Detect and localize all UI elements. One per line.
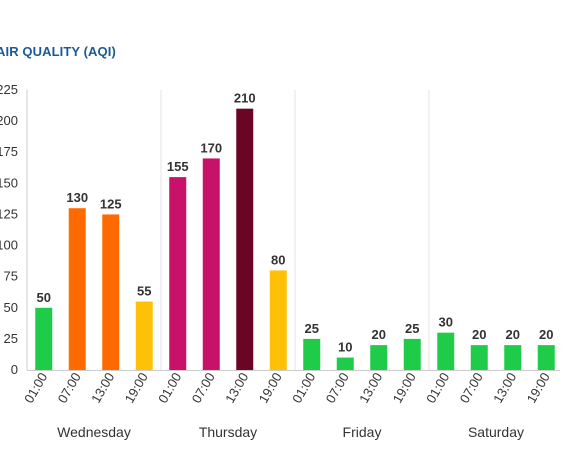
x-tick-label: 13:00 [222, 370, 251, 406]
data-label: 50 [37, 290, 51, 305]
bar [437, 332, 455, 370]
x-tick-label: 19:00 [256, 370, 285, 406]
data-label: 55 [137, 284, 151, 299]
data-label: 155 [167, 159, 189, 174]
bar [403, 338, 421, 370]
bar [370, 345, 388, 370]
data-label: 20 [539, 327, 553, 342]
bar [269, 270, 287, 370]
x-tick-label: 07:00 [55, 370, 84, 406]
chart-title: AIR QUALITY (AQI) [0, 44, 116, 59]
y-tick-label: 0 [11, 362, 18, 377]
data-labels: 50 130 125 55 155 170 210 80 25 10 20 25 30 20 20 20 [37, 91, 554, 355]
day-labels: Wednesday Thursday Friday Saturday [57, 424, 524, 440]
y-tick-label: 50 [4, 300, 18, 315]
data-label: 130 [66, 190, 88, 205]
bar [236, 108, 254, 371]
x-tick-label: 07:00 [189, 370, 218, 406]
bar [68, 208, 86, 370]
bar [537, 345, 555, 370]
x-tick-label: 07:00 [457, 370, 486, 406]
data-label: 210 [234, 91, 256, 106]
day-separators [160, 90, 430, 370]
bar [470, 345, 488, 370]
bar [336, 357, 354, 370]
x-tick-label: 07:00 [323, 370, 352, 406]
bar [202, 158, 220, 370]
x-tick-label: 19:00 [524, 370, 553, 406]
x-tick-label: 13:00 [490, 370, 519, 406]
data-label: 125 [100, 196, 122, 211]
bars [35, 108, 555, 371]
data-label: 10 [338, 340, 352, 355]
x-tick-label: 19:00 [122, 370, 151, 406]
bar [169, 177, 187, 370]
bar [303, 338, 321, 370]
data-label: 25 [405, 321, 419, 336]
bar [35, 307, 53, 370]
y-tick-label: 100 [0, 238, 18, 253]
x-tick-label: 19:00 [390, 370, 419, 406]
x-tick-label: 13:00 [356, 370, 385, 406]
day-label: Friday [343, 424, 382, 440]
y-tick-label: 75 [4, 269, 18, 284]
data-label: 80 [271, 252, 285, 267]
bar [102, 214, 120, 370]
x-tick-label: 01:00 [155, 370, 184, 406]
x-tick-label: 01:00 [289, 370, 318, 406]
y-tick-label: 175 [0, 144, 18, 159]
day-label: Thursday [199, 424, 257, 440]
bar [504, 345, 522, 370]
data-label: 20 [506, 327, 520, 342]
y-tick-label: 150 [0, 175, 18, 190]
y-tick-label: 200 [0, 113, 18, 128]
data-label: 20 [372, 327, 386, 342]
y-tick-label: 125 [0, 206, 18, 221]
x-tick-label: 01:00 [21, 370, 50, 406]
day-label: Wednesday [57, 424, 131, 440]
y-tick-label: 25 [4, 331, 18, 346]
x-tick-label: 13:00 [88, 370, 117, 406]
day-label: Saturday [468, 424, 524, 440]
y-axis: 0 25 50 75 100 125 150 175 200 225 [0, 82, 28, 377]
data-label: 170 [200, 140, 222, 155]
y-tick-label: 225 [0, 82, 18, 97]
data-label: 25 [305, 321, 319, 336]
data-label: 20 [472, 327, 486, 342]
x-axis: 01:00 07:00 13:00 19:00 01:00 07:00 13:00 19:00… [21, 370, 560, 406]
x-tick-label: 01:00 [423, 370, 452, 406]
bar [135, 301, 153, 370]
data-label: 30 [439, 315, 453, 330]
